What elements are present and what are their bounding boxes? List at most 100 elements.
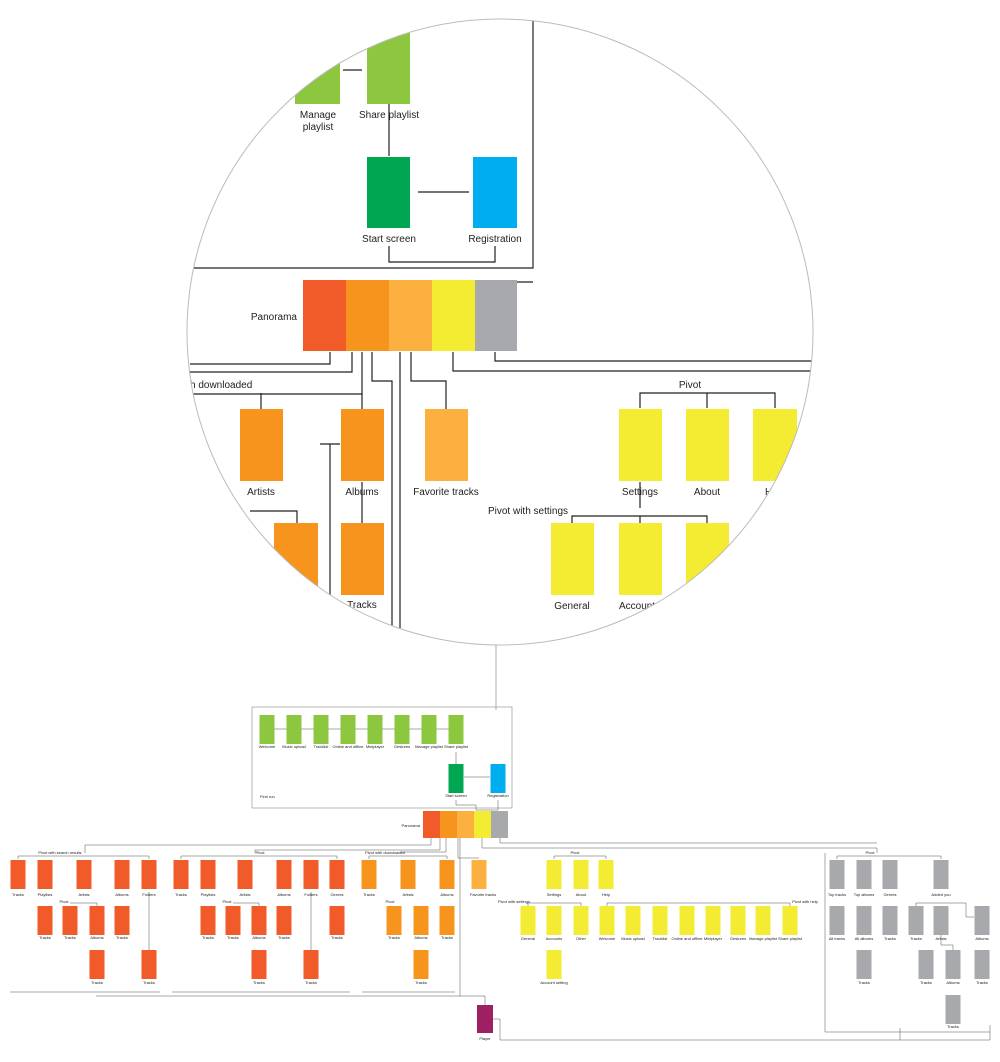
panorama-segment [475,280,517,351]
connector-line [499,838,877,844]
connector-line [824,853,990,1033]
connector-line [481,838,878,853]
help-child-node [652,906,668,935]
settings-pivot-header: Pivot [571,850,581,855]
connector-line [457,838,479,859]
general-label: General [554,601,590,612]
settings-child-label: Other [576,936,587,941]
settings-child-label: Accounts [546,936,562,941]
downloaded-sub-label: Tracks [388,935,400,940]
search-result-label: Tracks [12,892,24,897]
connector-line [410,352,447,409]
help-child-label: Share playlist [778,936,803,941]
downloaded-sub-node [386,906,402,935]
gray-branch-label: Genres [883,892,896,897]
help-child-label: Music upload [621,936,645,941]
registration-node [490,764,506,793]
connector-line [400,838,447,853]
gray-sub-node [829,906,845,935]
pivot-label: Pivot [679,380,701,391]
settings-branch-node [598,860,614,889]
panorama-segment [346,280,389,351]
search-sub-node [62,906,78,935]
connector-line [254,838,441,853]
help-child-node [705,906,721,935]
start-screen-label: Start screen [445,793,467,798]
pivot-with-settings-label: Pivot with settings [498,899,530,904]
search-sub-node [89,906,105,935]
zoom-circle-outline [186,18,814,646]
connector-line [553,855,607,859]
registration-node [473,157,517,228]
connector-line [70,902,98,906]
gray-sub-label: Tracks [910,936,922,941]
settings-branch-label: About [576,892,587,897]
downloaded-pivot-label: Pivot [386,899,396,904]
tracks-node [341,523,384,595]
library-leaf-label: Tracks [253,980,265,985]
favorite-tracks-node [471,860,487,889]
settings-child-label: General [521,936,535,941]
help-child-label: Tracklist [653,936,669,941]
player-label: Player [479,1036,491,1041]
search-leaf-node [89,950,105,979]
help-child-label: Online and offline [671,936,703,941]
settings-branch-label: Help [602,892,611,897]
library-label: Artists [239,892,250,897]
panorama-segment [440,811,457,838]
settings-child-node [520,906,536,935]
first-run-step-node [259,715,275,744]
favorite-tracks-label: Favorite tracks [470,892,496,897]
library-label: Albums [277,892,290,897]
settings-branch-label: Settings [547,892,561,897]
favorite-tracks-label: Favorite tracks [413,487,479,498]
panorama-segment [491,811,508,838]
first-run-step-label: Share playlist [444,744,469,749]
downloaded-leaf-label: Tracks [415,980,427,985]
start-screen-node [367,157,410,228]
first-run-step-node [367,715,383,744]
settings-node [619,409,662,481]
account-setting-node [546,950,562,979]
search-sub-label: Tracks [64,935,76,940]
search-sub-label: Tracks [116,935,128,940]
first-run-step-label: Tracklist [314,744,330,749]
search-result-node [76,860,92,889]
connector-line [190,352,353,373]
gray-sub-node [908,906,924,935]
about-node [686,409,729,481]
search-pivot-label: Pivot [60,899,70,904]
first-run-step-node [340,715,356,744]
downloaded-node [439,860,455,889]
connector-line [250,510,298,523]
gray-sub-label: All tracks [829,936,845,941]
search-result-label: Artists [78,892,89,897]
first-run-label: First run [260,794,275,799]
search-sub-label: Albums [90,935,103,940]
connector-line [452,352,813,372]
connector-line [527,902,582,906]
gray-leaf-label: Tracks [920,980,932,985]
connector-line [180,855,338,859]
help-child-label: Miniplayer [704,936,723,941]
artists-child-node [274,523,318,598]
help-child-label: Manage playlist [749,936,778,941]
connector-line [836,855,942,859]
settings-child-node [573,906,589,935]
downloaded-sub-label: Tracks [441,935,453,940]
gray-branch-label: Top albums [854,892,874,897]
library-sub-node [225,906,241,935]
search-leaf-node [141,950,157,979]
gray-deep-label: Tracks [947,1024,959,1029]
help-child-node [599,906,615,935]
downloaded-pivot-header: Pivot with downloaded [365,850,405,855]
connector-line [17,855,150,859]
library-sub-label: Tracks [202,935,214,940]
connector-line [493,1018,991,1041]
gray-leaf-label: Tracks [976,980,988,985]
start-screen-label: Start screen [362,234,416,245]
first-run-step-node [394,715,410,744]
library-label: Genres [330,892,343,897]
help-child-node [755,906,771,935]
